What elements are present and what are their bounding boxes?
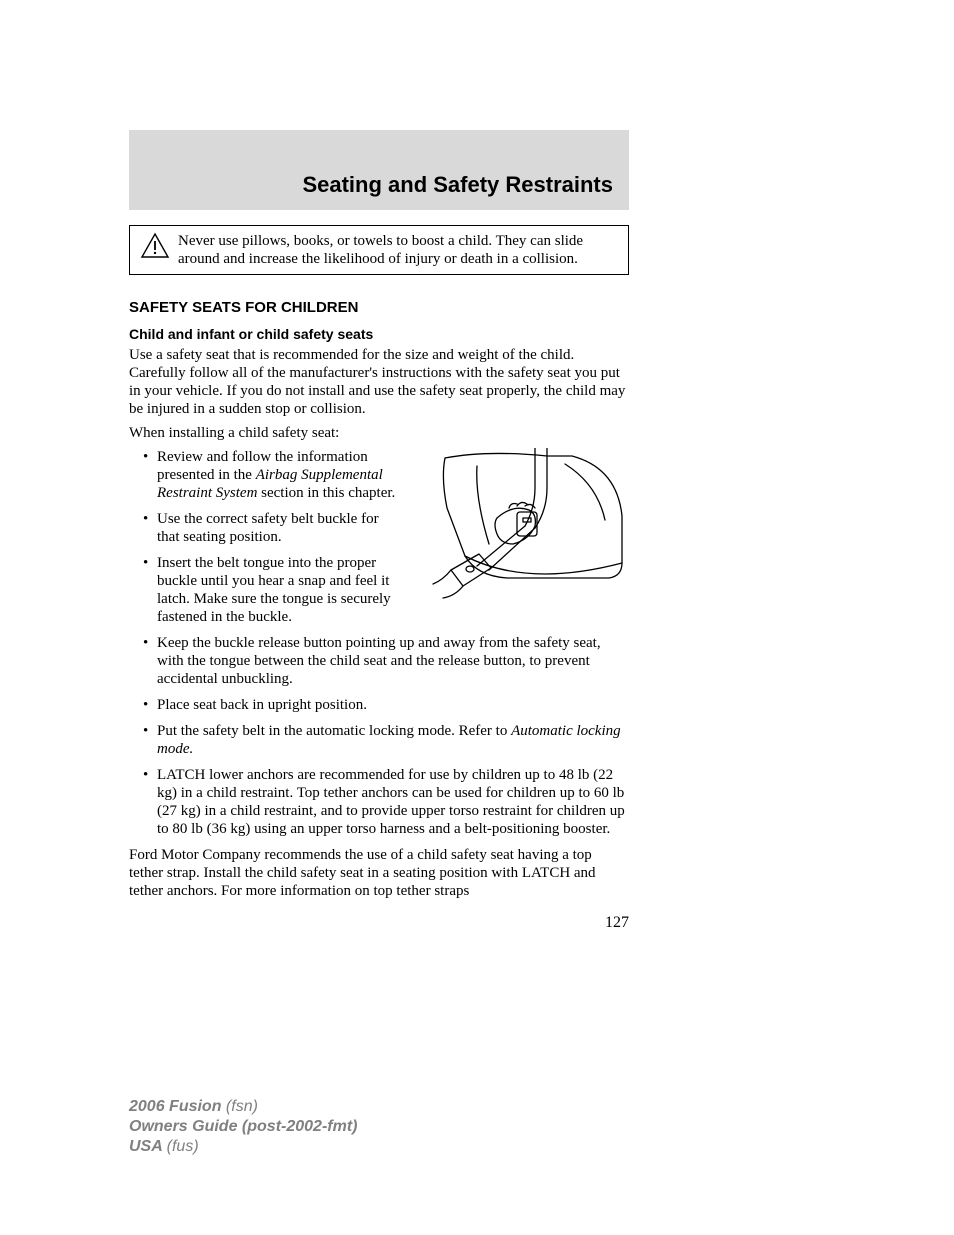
section-heading: SAFETY SEATS FOR CHILDREN <box>129 299 629 316</box>
bullet-list-bottom: Keep the buckle release button pointing … <box>129 634 629 838</box>
footer: 2006 Fusion (fsn) Owners Guide (post-200… <box>129 1097 357 1157</box>
content-area: Never use pillows, books, or towels to b… <box>129 225 629 932</box>
list-item: Insert the belt tongue into the proper b… <box>143 554 403 626</box>
page-number: 127 <box>129 914 629 932</box>
footer-line-2: Owners Guide (post-2002-fmt) <box>129 1117 357 1137</box>
footer-line-3: USA (fus) <box>129 1137 357 1157</box>
warning-text: Never use pillows, books, or towels to b… <box>140 232 618 268</box>
bullet-list-top: Review and follow the information presen… <box>129 448 403 626</box>
list-item: LATCH lower anchors are recommended for … <box>143 766 629 838</box>
sub-heading: Child and infant or child safety seats <box>129 326 629 342</box>
intro-paragraph: Use a safety seat that is recommended fo… <box>129 346 629 418</box>
warning-icon <box>140 232 170 265</box>
list-item: Review and follow the information presen… <box>143 448 403 502</box>
chapter-title: Seating and Safety Restraints <box>302 172 613 198</box>
list-item: Use the correct safety belt buckle for t… <box>143 510 403 546</box>
list-item: Keep the buckle release button pointing … <box>143 634 629 688</box>
child-seat-illustration <box>417 448 629 608</box>
page: Seating and Safety Restraints Never use … <box>0 0 954 1235</box>
right-column <box>417 448 629 634</box>
list-item: Put the safety belt in the automatic loc… <box>143 722 629 758</box>
lead-in: When installing a child safety seat: <box>129 424 629 442</box>
two-column-row: Review and follow the information presen… <box>129 448 629 634</box>
left-column: Review and follow the information presen… <box>129 448 403 634</box>
closing-paragraph: Ford Motor Company recommends the use of… <box>129 846 629 900</box>
header-band: Seating and Safety Restraints <box>129 130 629 210</box>
footer-line-1: 2006 Fusion (fsn) <box>129 1097 357 1117</box>
list-item: Place seat back in upright position. <box>143 696 629 714</box>
warning-box: Never use pillows, books, or towels to b… <box>129 225 629 275</box>
